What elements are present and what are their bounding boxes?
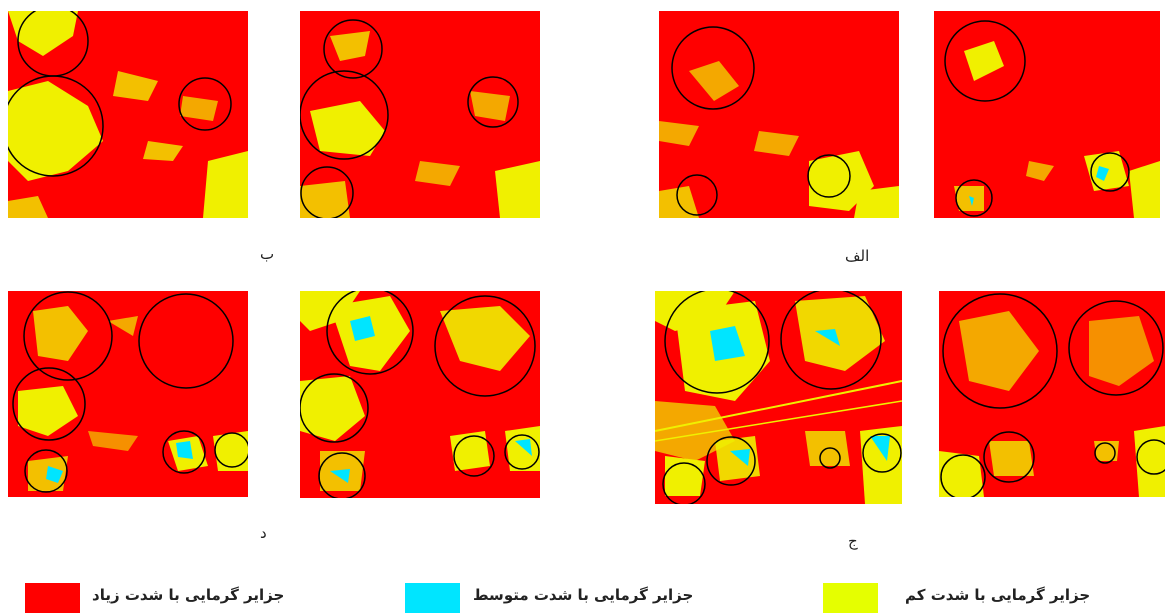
legend-label-medium: جزایر گرمایی با شدت متوسط <box>473 586 694 604</box>
caption-b: ب <box>260 245 275 263</box>
map-panel-d-right <box>300 291 540 498</box>
legend-swatch-medium <box>405 583 460 613</box>
map-panel-j-left <box>655 291 902 504</box>
legend-label-high: جزایر گرمایی با شدت زیاد <box>92 586 285 604</box>
caption-d: د <box>260 524 267 542</box>
caption-alef: الف <box>845 247 870 265</box>
legend-swatch-low <box>823 583 878 613</box>
map-panel-b-right <box>300 11 540 218</box>
map-panel-d-left <box>8 291 248 497</box>
legend-label-low: جزایر گرمایی با شدت کم <box>905 586 1091 604</box>
legend-swatch-high <box>25 583 80 613</box>
map-panel-alef-left <box>659 11 899 218</box>
map-panel-j-right <box>939 291 1165 497</box>
map-panel-b-left <box>8 11 248 218</box>
caption-j: ج <box>848 532 858 550</box>
map-panel-alef-right <box>934 11 1160 218</box>
